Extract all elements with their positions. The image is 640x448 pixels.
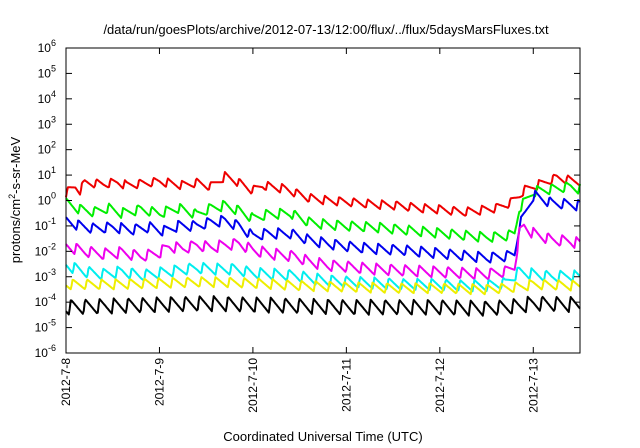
y-tick-exponent: -4 <box>48 292 56 302</box>
series-line <box>65 261 581 293</box>
y-tick-mantissa: 10 <box>35 244 49 258</box>
y-tick-mantissa: 10 <box>38 92 52 106</box>
x-tick-label: 2012-7-11 <box>339 358 353 412</box>
y-tick-mantissa: 10 <box>38 66 52 80</box>
chart-title: /data/run/goesPlots/archive/2012-07-13/1… <box>103 22 549 37</box>
y-tick-exponent: 0 <box>51 191 56 201</box>
x-tick-label: 2012-7-13 <box>526 358 540 413</box>
y-axis-label-superscript: 2 <box>7 194 17 199</box>
y-tick-exponent: 5 <box>51 63 56 73</box>
y-tick-mantissa: 10 <box>38 41 52 55</box>
plot-area <box>65 171 581 317</box>
x-tick-label: 2012-7-10 <box>246 358 260 413</box>
y-tick-mantissa: 10 <box>38 168 52 182</box>
y-axis-label: protons/cm2-s-sr-MeV <box>7 136 23 263</box>
y-tick-exponent: -6 <box>48 343 56 353</box>
y-tick-label: 10-5 <box>35 318 56 335</box>
y-tick-mantissa: 10 <box>38 143 52 157</box>
series-line <box>65 276 581 296</box>
y-tick-exponent: -3 <box>48 267 56 277</box>
y-tick-label: 100 <box>38 191 56 208</box>
y-tick-label: 106 <box>38 38 56 55</box>
x-tick-label: 2012-7-12 <box>433 358 447 413</box>
y-tick-exponent: -1 <box>48 216 56 226</box>
y-tick-mantissa: 10 <box>35 346 49 360</box>
y-axis: 10-610-510-410-310-210-11001011021031041… <box>35 38 580 360</box>
y-tick-label: 10-1 <box>35 216 56 233</box>
y-tick-mantissa: 10 <box>35 321 49 335</box>
y-tick-exponent: 3 <box>51 114 56 124</box>
y-tick-label: 10-4 <box>35 292 56 309</box>
series-line <box>65 295 581 317</box>
series-line <box>65 181 581 243</box>
x-tick-label: 2012-7-9 <box>152 358 166 406</box>
y-tick-mantissa: 10 <box>38 194 52 208</box>
y-tick-label: 101 <box>38 165 56 182</box>
x-axis: 2012-7-8 2012-7-9 2012-7-10 2012-7-11 2012-7… <box>59 48 540 413</box>
y-tick-exponent: -2 <box>48 241 56 251</box>
y-tick-label: 105 <box>38 63 56 80</box>
y-tick-label: 10-3 <box>35 267 56 284</box>
y-tick-exponent: 1 <box>51 165 56 175</box>
y-tick-mantissa: 10 <box>35 270 49 284</box>
x-tick-label: 2012-7-8 <box>59 358 73 406</box>
series-line <box>65 189 581 264</box>
y-axis-label-units: -s-sr-MeV <box>8 136 23 193</box>
y-tick-label: 103 <box>38 114 56 131</box>
y-tick-mantissa: 10 <box>35 219 49 233</box>
y-tick-label: 102 <box>38 140 56 157</box>
y-tick-mantissa: 10 <box>38 117 52 131</box>
y-tick-label: 10-6 <box>35 343 56 360</box>
y-tick-exponent: 6 <box>51 38 56 48</box>
series-line <box>65 223 581 281</box>
x-axis-label: Coordinated Universal Time (UTC) <box>223 429 422 444</box>
series-line <box>65 171 581 217</box>
y-tick-mantissa: 10 <box>35 295 49 309</box>
y-tick-exponent: -5 <box>48 318 56 328</box>
y-tick-exponent: 2 <box>51 140 56 150</box>
y-tick-label: 10-2 <box>35 241 56 258</box>
y-tick-exponent: 4 <box>51 89 56 99</box>
y-tick-label: 104 <box>38 89 56 106</box>
y-axis-label-main: protons/cm <box>8 199 23 263</box>
